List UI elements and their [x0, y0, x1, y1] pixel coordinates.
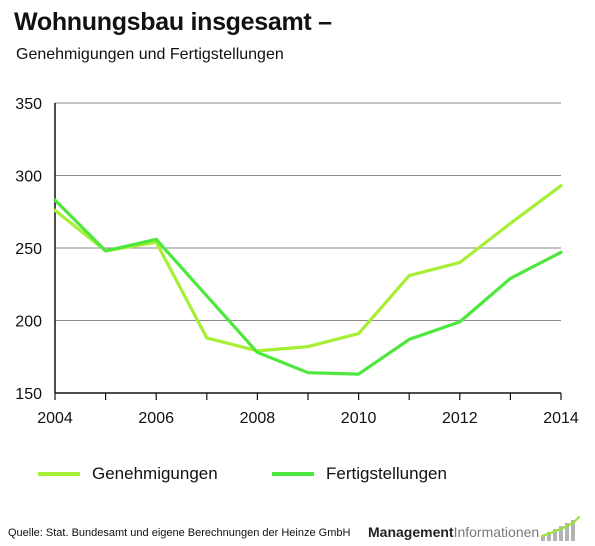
y-tick-label-250: 250	[15, 241, 42, 258]
x-tick-labels: 2004 2006 2008 2010 2012 2014	[37, 410, 579, 427]
logo-trend-line	[540, 515, 581, 538]
brand-wordmark: ManagementInformationen	[368, 524, 539, 540]
brand-light: Informationen	[453, 524, 540, 540]
y-tick-label-200: 200	[15, 314, 42, 331]
logo-bar-5	[571, 520, 575, 541]
y-tick-label-300: 300	[15, 169, 42, 186]
x-tick-label-2006: 2006	[138, 410, 174, 427]
y-tick-labels: 150 200 250 300 350	[15, 96, 42, 403]
x-tick-label-2010: 2010	[341, 410, 377, 427]
x-tick-label-2004: 2004	[37, 410, 73, 427]
legend-swatch-fertigstellungen	[272, 472, 314, 476]
legend-item-fertigstellungen: Fertigstellungen	[272, 464, 447, 484]
x-tick-label-2012: 2012	[442, 410, 478, 427]
line-chart: 150 200 250 300 350 2004 2006 2008 2010 2012 2014	[15, 96, 579, 427]
source-note: Quelle: Stat. Bundesamt und eigene Berec…	[8, 527, 351, 539]
x-tick-label-2008: 2008	[240, 410, 276, 427]
series-lines	[53, 184, 563, 376]
chart-title: Wohnungsbau insgesamt –	[14, 8, 332, 36]
axes	[54, 103, 562, 400]
logo-bar-1	[547, 532, 551, 541]
y-tick-label-150: 150	[15, 386, 42, 403]
y-tick-label-350: 350	[15, 96, 42, 113]
logo-bar-4	[565, 523, 569, 541]
series-line-fertigstellungen	[53, 198, 563, 376]
legend-item-genehmigungen: Genehmigungen	[38, 464, 218, 484]
logo-bar-3	[559, 526, 563, 541]
x-tick-label-2014: 2014	[543, 410, 579, 427]
series-line-genehmigungen	[53, 184, 563, 353]
grid-lines	[55, 102, 561, 321]
legend: Genehmigungen Fertigstellungen	[0, 464, 595, 488]
logo-bar-2	[553, 529, 557, 541]
chart-subtitle: Genehmigungen und Fertigstellungen	[16, 46, 284, 63]
legend-label-fertigstellungen: Fertigstellungen	[326, 464, 447, 483]
legend-label-genehmigungen: Genehmigungen	[92, 464, 218, 483]
legend-swatch-genehmigungen	[38, 472, 80, 476]
logo-bar-0	[541, 535, 545, 541]
bar-logo-icon	[540, 515, 581, 541]
brand-bold: Management	[368, 524, 454, 540]
